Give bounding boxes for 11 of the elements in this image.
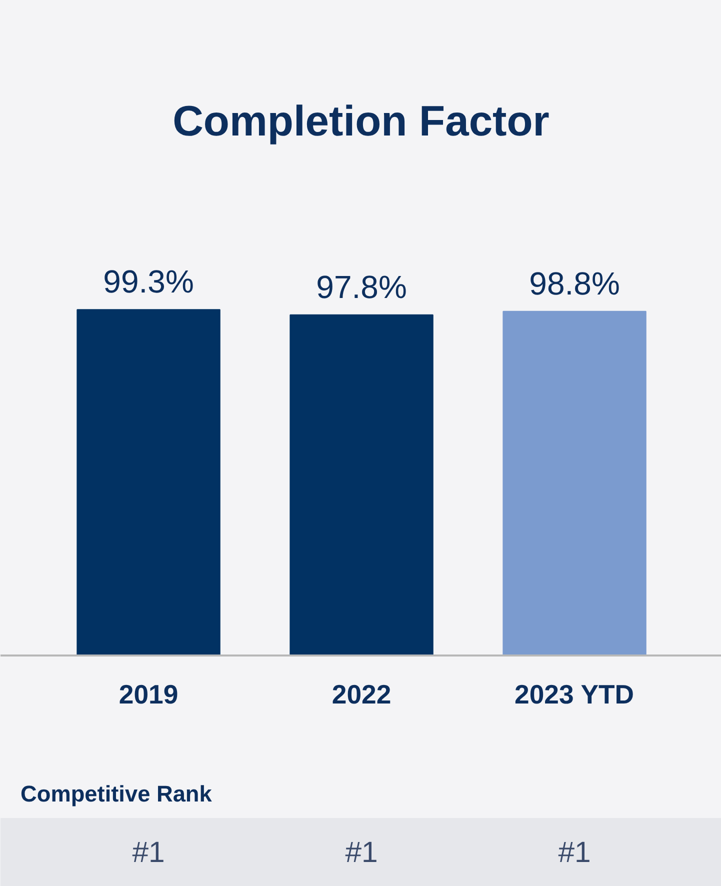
text: #1: [345, 836, 378, 869]
chart-title: Completion Factor: [172, 98, 550, 146]
x-tick-label: 2022: [332, 680, 392, 710]
text: Competitive Rank: [20, 780, 212, 806]
data-label: 97.8%: [316, 268, 407, 305]
text: #1: [558, 836, 591, 869]
data-label: 98.8%: [529, 265, 620, 302]
x-tick-label: 2023 YTD: [514, 680, 634, 710]
text: #1: [132, 836, 165, 869]
data-label: 99.3%: [103, 264, 194, 300]
x-tick-label: 2019: [118, 680, 178, 710]
